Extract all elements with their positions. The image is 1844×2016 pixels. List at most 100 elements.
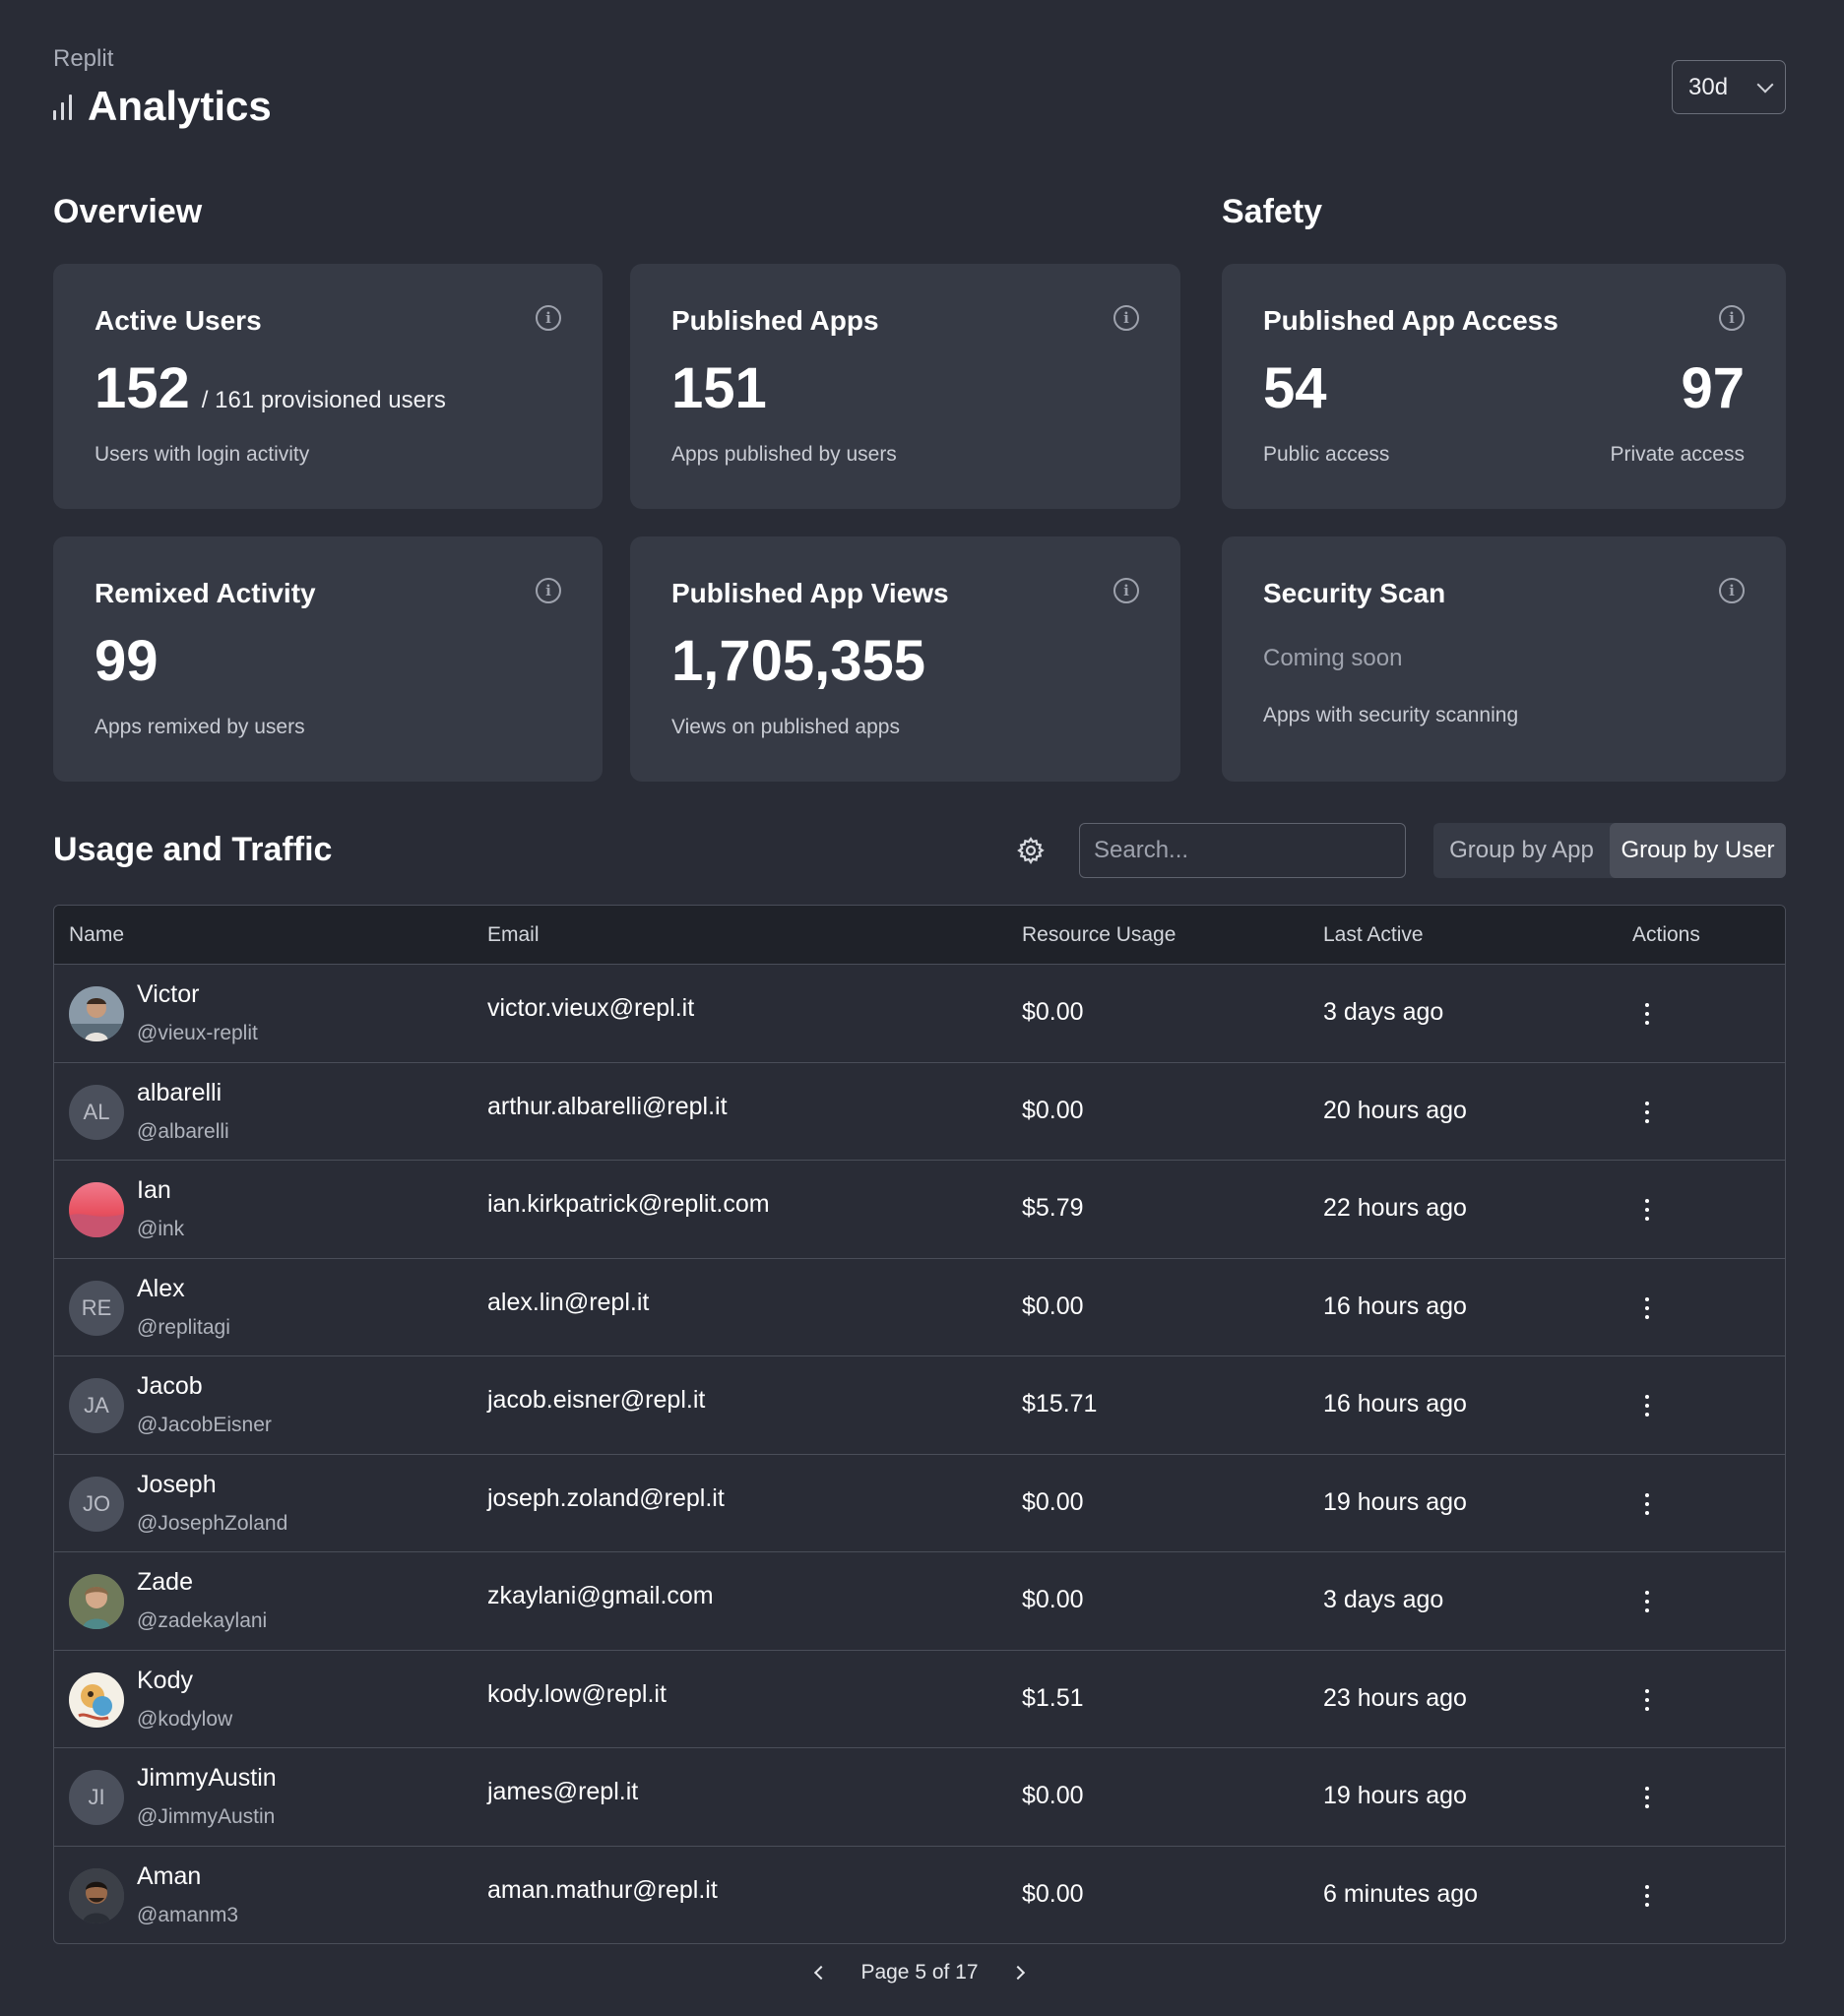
more-actions-icon[interactable] [1637, 1289, 1657, 1328]
last-active: 3 days ago [1323, 1586, 1444, 1613]
header-name[interactable]: Name [69, 922, 125, 946]
avatar [69, 1574, 124, 1629]
more-actions-icon[interactable] [1637, 1778, 1657, 1817]
more-actions-icon[interactable] [1637, 1386, 1657, 1425]
last-active: 23 hours ago [1323, 1683, 1467, 1712]
table-row[interactable]: JA Jacob @JacobEisner jacob.eisner@repl.… [54, 1356, 1785, 1455]
info-icon[interactable]: i [1113, 578, 1139, 603]
page-title: Analytics [88, 83, 272, 129]
card-title: Published Apps [671, 305, 879, 336]
users-table: Name Email Resource Usage Last Active Ac… [53, 905, 1786, 1944]
published-app-views-card: Published App Views i 1,705,355 Views on… [630, 536, 1180, 782]
table-row[interactable]: Aman @amanm3 aman.mathur@repl.it $0.00 6… [54, 1847, 1785, 1944]
header-resource-usage[interactable]: Resource Usage [1022, 922, 1176, 946]
header-email[interactable]: Email [487, 922, 540, 946]
user-name: Alex [137, 1274, 185, 1302]
group-by-app-button[interactable]: Group by App [1449, 837, 1594, 863]
table-row[interactable]: JO Joseph @JosephZoland joseph.zoland@re… [54, 1455, 1785, 1552]
table-row[interactable]: Zade @zadekaylani zkaylani@gmail.com $0.… [54, 1552, 1785, 1651]
info-icon[interactable]: i [1113, 305, 1139, 331]
more-actions-icon[interactable] [1637, 1093, 1657, 1132]
usage-heading: Usage and Traffic [53, 831, 333, 868]
info-icon[interactable]: i [1719, 305, 1745, 331]
user-email: zkaylani@gmail.com [487, 1582, 714, 1609]
table-row[interactable]: Victor @vieux-replit victor.vieux@repl.i… [54, 965, 1785, 1063]
more-actions-icon[interactable] [1637, 1876, 1657, 1916]
safety-heading: Safety [1222, 193, 1323, 230]
info-icon[interactable]: i [536, 578, 561, 603]
header-actions: Actions [1632, 922, 1700, 946]
resource-usage: $0.00 [1022, 1096, 1084, 1124]
table-row[interactable]: JI JimmyAustin @JimmyAustin james@repl.i… [54, 1748, 1785, 1847]
user-email: james@repl.it [487, 1778, 639, 1805]
more-actions-icon[interactable] [1637, 1484, 1657, 1524]
user-name: Joseph [137, 1470, 217, 1498]
more-actions-icon[interactable] [1637, 1190, 1657, 1229]
avatar: JO [69, 1476, 124, 1532]
resource-usage: $0.00 [1022, 1879, 1084, 1908]
card-subvalue: / 161 provisioned users [201, 387, 446, 413]
last-active: 22 hours ago [1323, 1194, 1467, 1222]
last-active: 20 hours ago [1323, 1096, 1467, 1124]
avatar [69, 1671, 124, 1728]
user-email: jacob.eisner@repl.it [487, 1386, 706, 1414]
user-handle: @JimmyAustin [137, 1805, 276, 1828]
table-row[interactable]: Ian @ink ian.kirkpatrick@replit.com $5.7… [54, 1161, 1785, 1259]
user-name: JimmyAustin [137, 1764, 277, 1792]
resource-usage: $15.71 [1022, 1390, 1098, 1418]
card-title: Security Scan [1263, 578, 1446, 608]
card-value: 1,705,355 [671, 629, 926, 693]
avatar [69, 1182, 124, 1237]
user-handle: @kodylow [137, 1707, 233, 1731]
user-handle: @albarelli [137, 1119, 229, 1143]
user-name: Kody [137, 1666, 193, 1694]
active-users-card: Active Users i 152/ 161 provisioned user… [53, 264, 603, 509]
published-app-access-card: Published App Access i 54 Public access … [1222, 264, 1786, 509]
table-row[interactable]: Kody @kodylow kody.low@repl.it $1.51 23 … [54, 1651, 1785, 1748]
last-active: 3 days ago [1323, 998, 1444, 1026]
user-email: alex.lin@repl.it [487, 1288, 650, 1316]
chevron-left-icon[interactable] [807, 1961, 831, 1984]
resource-usage: $0.00 [1022, 998, 1084, 1026]
user-handle: @JacobEisner [137, 1414, 272, 1436]
search-input[interactable] [1094, 837, 1399, 864]
card-title: Published App Views [671, 578, 949, 608]
brand-name: Replit [53, 45, 114, 72]
bar-chart-icon [53, 93, 72, 120]
public-access-label: Public access [1263, 443, 1390, 466]
resource-usage: $1.51 [1022, 1683, 1084, 1712]
user-email: ian.kirkpatrick@replit.com [487, 1190, 770, 1218]
card-description: Apps with security scanning [1263, 704, 1519, 726]
search-box [1079, 823, 1406, 878]
security-scan-card: Security Scan i Coming soon Apps with se… [1222, 536, 1786, 782]
table-row[interactable]: AL albarelli @albarelli arthur.albarelli… [54, 1063, 1785, 1161]
last-active: 19 hours ago [1323, 1487, 1467, 1516]
user-handle: @replitagi [137, 1315, 230, 1339]
avatar [69, 1867, 124, 1923]
info-icon[interactable]: i [536, 305, 561, 331]
more-actions-icon[interactable] [1637, 1680, 1657, 1720]
resource-usage: $0.00 [1022, 1782, 1084, 1809]
last-active: 6 minutes ago [1323, 1879, 1479, 1908]
private-access-value: 97 [1681, 356, 1745, 420]
table-row[interactable]: RE Alex @replitagi alex.lin@repl.it $0.0… [54, 1259, 1785, 1356]
table-header: Name Email Resource Usage Last Active Ac… [54, 906, 1785, 965]
more-actions-icon[interactable] [1637, 1582, 1657, 1621]
gear-icon[interactable] [1016, 836, 1046, 865]
chevron-right-icon[interactable] [1008, 1961, 1032, 1984]
chevron-down-icon [1756, 76, 1774, 93]
public-access-value: 54 [1263, 356, 1327, 420]
info-icon[interactable]: i [1719, 578, 1745, 603]
date-range-select[interactable]: 30d [1672, 60, 1786, 114]
user-email: kody.low@repl.it [487, 1679, 667, 1708]
date-range-value: 30d [1688, 73, 1729, 100]
group-by-user-button[interactable]: Group by User [1610, 823, 1786, 878]
resource-usage: $0.00 [1022, 1292, 1084, 1320]
user-name: Zade [137, 1568, 193, 1596]
avatar: RE [69, 1280, 124, 1336]
more-actions-icon[interactable] [1637, 994, 1657, 1034]
card-title: Active Users [95, 305, 262, 336]
header-last-active[interactable]: Last Active [1323, 922, 1424, 946]
resource-usage: $0.00 [1022, 1586, 1084, 1613]
user-email: joseph.zoland@repl.it [487, 1483, 725, 1512]
